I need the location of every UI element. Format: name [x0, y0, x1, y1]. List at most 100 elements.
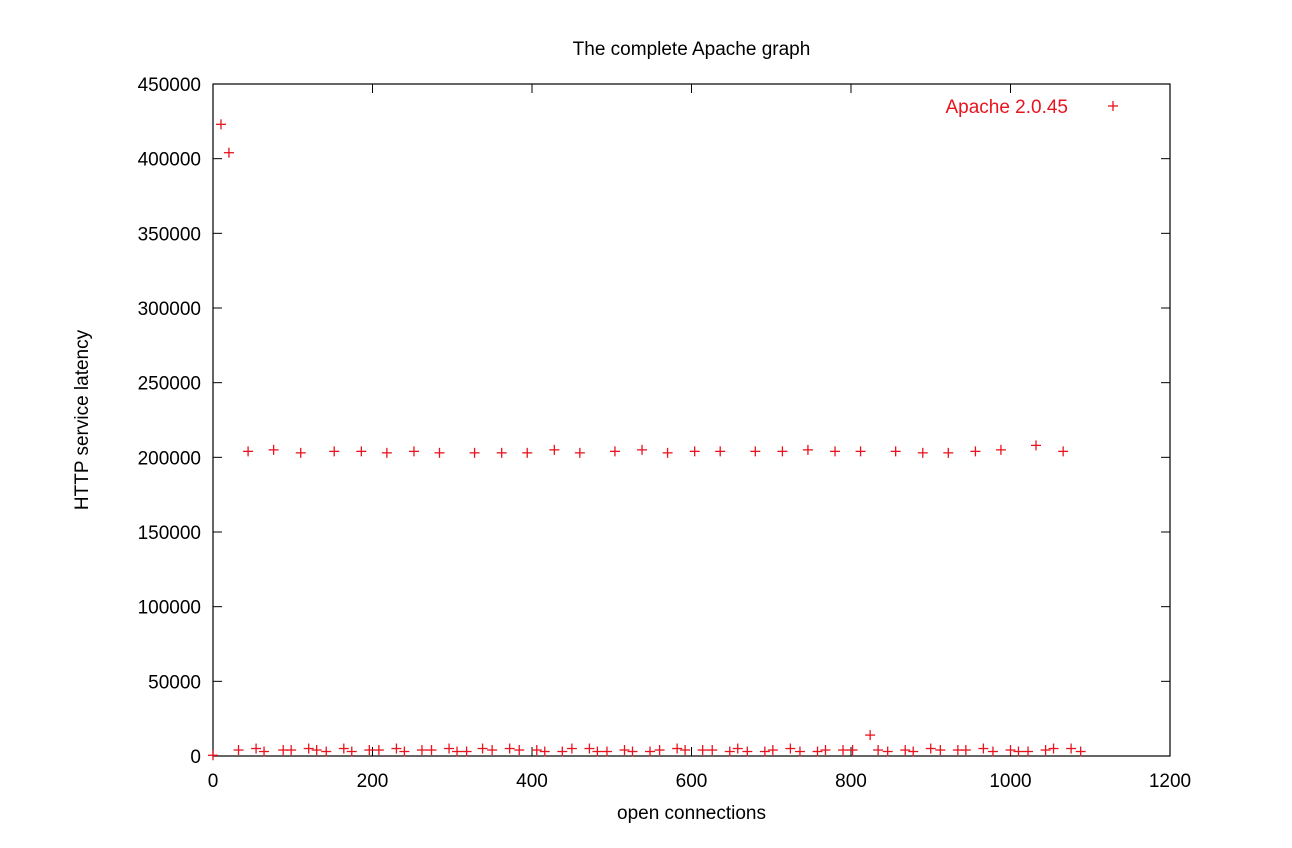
- data-point: [995, 444, 1006, 455]
- data-point: [865, 730, 876, 741]
- y-tick-label: 250000: [138, 374, 201, 395]
- data-point: [619, 745, 630, 756]
- data-point: [838, 745, 849, 756]
- x-tick-label: 200: [357, 771, 389, 792]
- data-point: [794, 746, 805, 757]
- data-point: [303, 743, 314, 754]
- data-point: [960, 745, 971, 756]
- data-point: [452, 746, 463, 757]
- data-point: [329, 446, 340, 457]
- data-point: [373, 745, 384, 756]
- data-point: [356, 446, 367, 457]
- y-tick-label: 0: [190, 747, 201, 768]
- data-point: [522, 447, 533, 458]
- data-point: [820, 745, 831, 756]
- tick-labels: 0 200 400 600 800 1000 1200 0 50000 100000 150000 2…: [138, 75, 1192, 792]
- y-tick-label: 150000: [138, 523, 201, 544]
- y-tick-label: 350000: [138, 224, 201, 245]
- data-point: [215, 119, 226, 130]
- x-tick-label: 1000: [989, 771, 1031, 792]
- data-point: [732, 743, 743, 754]
- data-point: [268, 444, 279, 455]
- data-point: [1040, 745, 1051, 756]
- y-tick-label: 200000: [138, 448, 201, 469]
- data-point: [627, 746, 638, 757]
- data-point: [461, 746, 472, 757]
- data-point: [987, 746, 998, 757]
- data-point: [286, 745, 297, 756]
- x-tick-label: 0: [208, 771, 219, 792]
- data-point: [935, 745, 946, 756]
- data-point: [662, 447, 673, 458]
- data-point: [408, 446, 419, 457]
- data-point: [742, 746, 753, 757]
- data-points: [208, 119, 1086, 761]
- data-point: [970, 446, 981, 457]
- data-point: [672, 743, 683, 754]
- data-point: [444, 743, 455, 754]
- data-point: [1048, 743, 1059, 754]
- y-tick-label: 400000: [138, 150, 201, 171]
- data-point: [496, 447, 507, 458]
- x-tick-label: 800: [835, 771, 867, 792]
- legend-plus-icon: [1108, 101, 1118, 111]
- data-point: [715, 446, 726, 457]
- x-tick-label: 400: [516, 771, 548, 792]
- data-point: [1005, 745, 1016, 756]
- y-tick-label: 50000: [148, 672, 201, 693]
- data-point: [566, 743, 577, 754]
- y-tick-label: 100000: [138, 598, 201, 619]
- data-point: [943, 447, 954, 458]
- data-point: [338, 743, 349, 754]
- data-point: [531, 745, 542, 756]
- data-point: [434, 447, 445, 458]
- data-point: [584, 743, 595, 754]
- data-point: [592, 746, 603, 757]
- axis-ticks: [212, 83, 1171, 757]
- data-point: [750, 446, 761, 457]
- data-point: [873, 745, 884, 756]
- data-point: [637, 444, 648, 455]
- data-point: [574, 447, 585, 458]
- data-point: [469, 447, 480, 458]
- data-point: [724, 746, 735, 757]
- data-point: [925, 743, 936, 754]
- data-point: [233, 745, 244, 756]
- data-point: [426, 745, 437, 756]
- data-point: [259, 746, 270, 757]
- data-point: [609, 446, 620, 457]
- data-point: [399, 746, 410, 757]
- data-point: [539, 746, 550, 757]
- legend: Apache 2.0.45: [945, 97, 1118, 118]
- x-axis-label: open connections: [617, 803, 766, 824]
- data-point: [487, 745, 498, 756]
- data-point: [1075, 746, 1086, 757]
- legend-label: Apache 2.0.45: [945, 97, 1068, 118]
- data-point: [243, 446, 254, 457]
- data-point: [1066, 743, 1077, 754]
- data-point: [707, 745, 718, 756]
- data-point: [847, 745, 858, 756]
- data-point: [601, 746, 612, 757]
- data-point: [978, 743, 989, 754]
- x-tick-label: 600: [676, 771, 708, 792]
- data-point: [680, 745, 691, 756]
- data-point: [855, 446, 866, 457]
- data-point: [890, 446, 901, 457]
- data-point: [654, 745, 665, 756]
- data-point: [777, 446, 788, 457]
- data-point: [1058, 446, 1069, 457]
- data-point: [477, 743, 488, 754]
- data-point: [759, 746, 770, 757]
- data-point: [802, 444, 813, 455]
- data-point: [321, 746, 332, 757]
- data-point: [689, 446, 700, 457]
- data-point: [697, 745, 708, 756]
- data-point: [900, 745, 911, 756]
- data-point: [1013, 746, 1024, 757]
- data-point: [311, 745, 322, 756]
- plot-frame: [212, 83, 1171, 757]
- data-point: [346, 746, 357, 757]
- y-tick-label: 450000: [138, 75, 201, 96]
- data-point: [645, 746, 656, 757]
